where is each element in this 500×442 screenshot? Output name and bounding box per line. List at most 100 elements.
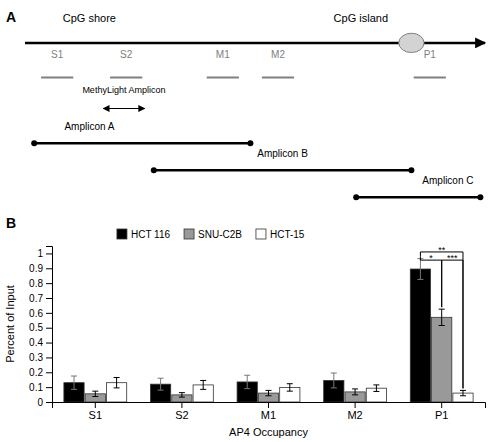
error-bar	[266, 390, 272, 395]
error-bar	[71, 376, 77, 389]
methylight-arrow	[103, 108, 144, 109]
x-tick-label: P1	[435, 409, 448, 421]
x-tick-mark	[355, 402, 356, 408]
significance-bracket	[420, 252, 463, 388]
y-tick-mark	[46, 328, 52, 329]
error-bar	[373, 385, 379, 392]
significance-label: **	[438, 245, 446, 255]
y-tick: 0.6	[29, 308, 52, 319]
panel-label: B	[6, 215, 16, 231]
series	[85, 309, 452, 402]
error-bar	[439, 309, 445, 325]
error-bar	[287, 384, 293, 391]
bar	[410, 269, 430, 402]
y-tick-mark	[46, 357, 52, 358]
amplicon-end	[353, 194, 359, 200]
x-tick: S2	[175, 402, 188, 421]
annotation: Amplicon A	[64, 121, 114, 132]
panel-a: AS1S2M1M2P1CpG shoreCpG islandMethyLight…	[6, 9, 485, 200]
annotation: MethyLight Amplicon	[82, 85, 165, 95]
error-bar	[158, 378, 164, 390]
panel-label: A	[6, 9, 16, 25]
y-tick: 1	[37, 248, 52, 259]
y-tick: 0.4	[29, 337, 52, 348]
legend: HCT 116 SNU-C2B HCT-15	[117, 229, 305, 240]
x-tick: M2	[347, 402, 362, 421]
legend-swatch	[184, 229, 194, 239]
y-tick: 0.7	[29, 293, 52, 304]
annotation: CpG shore	[63, 12, 116, 24]
y-tick-label: 0.7	[29, 293, 43, 304]
x-tick-mark	[268, 402, 269, 408]
x-tick: S1	[89, 402, 102, 421]
significance-bracket	[442, 260, 463, 388]
y-tick-label: 0.9	[29, 263, 43, 274]
significance-bracket	[420, 257, 441, 308]
error-bar	[200, 380, 206, 389]
amplicon-end	[247, 140, 253, 146]
probe	[414, 77, 446, 79]
figure: A S1 S2 M1 M2 P1 CpG shore CpG island MethyLight…	[0, 0, 500, 442]
series	[106, 377, 473, 402]
legend-label: HCT 116	[131, 229, 171, 240]
probe-label: P1	[424, 49, 437, 60]
amplicon-end	[477, 194, 483, 200]
y-tick-mark	[46, 298, 52, 299]
probe-label: S1	[51, 49, 64, 60]
amplicon-end	[151, 167, 157, 173]
x-tick-label: M1	[261, 409, 276, 421]
probe	[207, 77, 239, 79]
y-tick-label: 0.4	[29, 337, 43, 348]
y-tick-label: 0.1	[29, 382, 43, 393]
snp	[399, 33, 424, 52]
y-tick: 0.3	[29, 352, 52, 363]
x-tick-label: M2	[347, 409, 362, 421]
bar	[432, 317, 452, 402]
y-axis-title: Percent of Input	[4, 285, 16, 363]
error-bar	[352, 389, 358, 395]
y-tick-label: 0	[37, 397, 43, 408]
x-axis-line	[53, 403, 486, 409]
annotation: Amplicon B	[257, 148, 308, 159]
legend-label: SNU-C2B	[198, 229, 242, 240]
amplicon-end	[408, 167, 414, 173]
probe	[41, 77, 73, 79]
y-tick: 0.5	[29, 322, 52, 333]
x-tick: M1	[261, 402, 276, 421]
error-bar	[460, 390, 466, 395]
legend-label: HCT-15	[270, 229, 305, 240]
y-tick-mark	[46, 343, 52, 344]
error-bar	[114, 377, 120, 387]
amplicon	[356, 196, 480, 199]
y-axis-line	[46, 247, 53, 403]
y-tick-label: 1	[37, 248, 43, 259]
probe-label: M1	[216, 49, 230, 60]
annotation: Amplicon C	[422, 175, 473, 186]
x-tick-mark	[181, 402, 182, 408]
x-tick-label: S1	[89, 409, 102, 421]
y-tick-label: 0.3	[29, 352, 43, 363]
error-bar	[179, 393, 185, 397]
y-tick-mark	[46, 372, 52, 373]
panel-b: 0 0.1 0.2 0.3 0.4 0.5 0.6 0.7 0.8 0.9 1 S1 S2 M1 M2 P1 A…	[4, 245, 486, 438]
y-tick-mark	[46, 283, 52, 284]
amplicon	[154, 169, 412, 172]
annotations: ******	[429, 245, 458, 263]
y-axis: 0 0.1 0.2 0.3 0.4 0.5 0.6 0.7 0.8 0.9 1	[29, 247, 52, 408]
y-tick: 0.2	[29, 367, 52, 378]
y-tick: 0	[37, 397, 52, 408]
significance-label: *	[429, 253, 433, 263]
probe-label: S2	[120, 49, 133, 60]
x-axis-title: AP4 Occupancy	[229, 426, 308, 438]
annotation: CpG island	[334, 12, 388, 24]
y-tick: 0.9	[29, 263, 52, 274]
probe	[110, 77, 142, 79]
y-tick-mark	[46, 313, 52, 314]
y-tick-label: 0.5	[29, 322, 43, 333]
error-bar	[417, 259, 423, 280]
x-axis: S1 S2 M1 M2 P1	[53, 402, 486, 421]
y-tick-mark	[46, 253, 52, 254]
error-bar	[331, 373, 337, 388]
y-tick: 0.8	[29, 278, 52, 289]
error-bar	[92, 391, 98, 396]
